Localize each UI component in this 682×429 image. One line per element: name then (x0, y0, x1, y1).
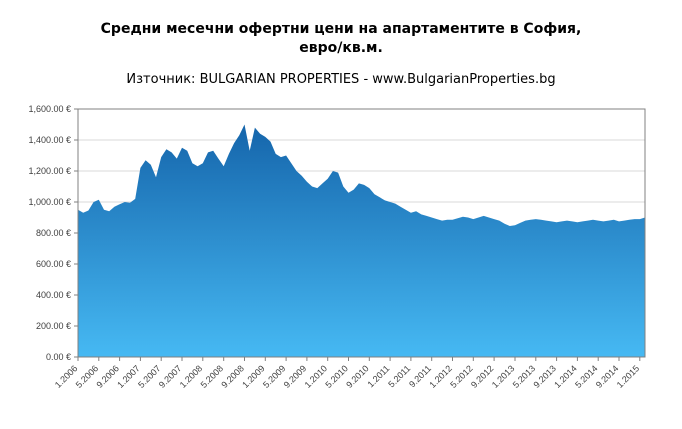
svg-text:1,200.00 €: 1,200.00 € (28, 166, 71, 176)
svg-text:5.2011: 5.2011 (386, 363, 412, 389)
svg-text:1.2011: 1.2011 (365, 363, 391, 389)
svg-text:200.00 €: 200.00 € (36, 321, 71, 331)
svg-text:9.2012: 9.2012 (469, 363, 496, 390)
svg-text:0.00 €: 0.00 € (46, 352, 71, 362)
svg-text:1,600.00 €: 1,600.00 € (28, 104, 71, 114)
price-area-chart: 0.00 € 200.00 € 400.00 € 600.00 € 800.00 € 1,… (28, 104, 646, 390)
svg-text:1,000.00 €: 1,000.00 € (28, 197, 71, 207)
chart-title: Средни месечни офертни цени на апартамен… (0, 0, 682, 58)
chart-source: Източник: BULGARIAN PROPERTIES - www.Bul… (126, 71, 556, 87)
svg-text:9.2010: 9.2010 (344, 363, 371, 390)
svg-text:400.00 €: 400.00 € (36, 290, 71, 300)
svg-text:1,400.00 €: 1,400.00 € (28, 135, 71, 145)
chart-title-line1: Средни месечни офертни цени на апартамен… (100, 21, 582, 37)
chart-title-line2: евро/кв.м. (299, 39, 383, 56)
svg-text:600.00 €: 600.00 € (36, 259, 71, 269)
svg-text:1.2015: 1.2015 (615, 363, 642, 390)
svg-text:800.00 €: 800.00 € (36, 228, 71, 238)
svg-text:1.2008: 1.2008 (178, 363, 205, 390)
